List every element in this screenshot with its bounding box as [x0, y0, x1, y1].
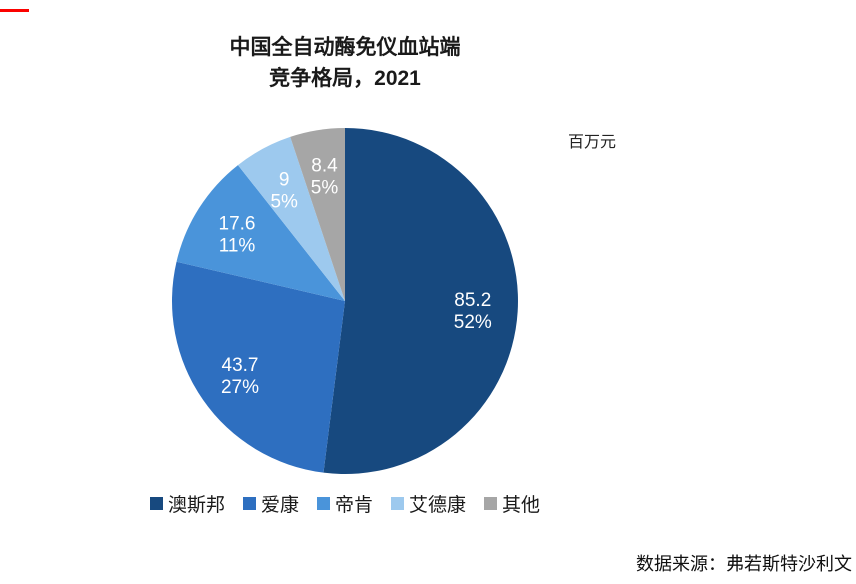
- chart-card: 85.2 52% 43.7 27% 17.6 11% 9 5% 8.4 5% 中国全自动酶免仪血站…: [35, 8, 855, 538]
- slice-label-0: 85.2 52%: [454, 290, 492, 333]
- pie-slice-2: [176, 165, 345, 301]
- red-mark: [0, 9, 29, 12]
- slice-label-1: 43.7 27%: [221, 355, 259, 398]
- legend-item-0: 澳斯邦: [149, 490, 225, 517]
- legend: 澳斯邦 爱康 帝肯 艾德康 其他: [35, 490, 655, 517]
- legend-item-1: 爱康: [242, 490, 299, 517]
- pie-slice-3: [237, 136, 345, 301]
- legend-item-2: 帝肯: [316, 490, 373, 517]
- legend-label-0: 澳斯邦: [167, 495, 225, 516]
- slice-label-2: 17.6 11%: [219, 213, 256, 256]
- legend-label-2: 帝肯: [334, 495, 373, 516]
- legend-swatch-3: [391, 497, 404, 510]
- unit-label: 百万元: [568, 134, 617, 151]
- slice-label-4: 8.4 5%: [311, 156, 339, 199]
- pie-slice-1: [172, 261, 345, 473]
- legend-label-1: 爱康: [260, 495, 299, 516]
- legend-swatch-4: [484, 497, 498, 510]
- chart-title-line2: 竞争格局，2021: [269, 67, 421, 90]
- legend-label-4: 其他: [502, 495, 541, 516]
- pie-slice-4: [290, 128, 345, 301]
- source-note: 数据来源：弗若斯特沙利文: [636, 554, 852, 574]
- legend-swatch-0: [149, 497, 163, 510]
- chart-title: 中国全自动酶免仪血站端 竞争格局，2021: [35, 32, 655, 94]
- legend-item-3: 艾德康: [391, 490, 466, 517]
- legend-swatch-1: [242, 497, 256, 510]
- legend-item-4: 其他: [484, 490, 540, 517]
- legend-swatch-2: [316, 497, 330, 510]
- chart-title-line1: 中国全自动酶免仪血站端: [229, 36, 461, 59]
- legend-label-3: 艾德康: [409, 495, 467, 516]
- slice-label-3: 9 5%: [270, 169, 298, 212]
- pie-slice-0: [323, 128, 518, 475]
